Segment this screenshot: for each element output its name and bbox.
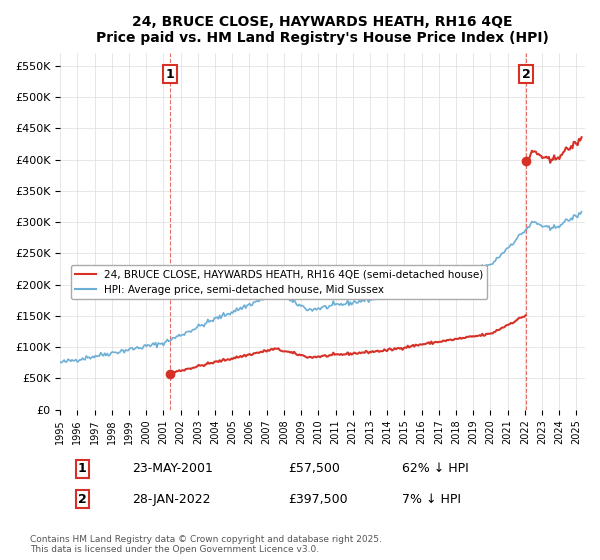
- Text: 23-MAY-2001: 23-MAY-2001: [132, 462, 213, 475]
- Text: 28-JAN-2022: 28-JAN-2022: [132, 493, 211, 506]
- Text: Contains HM Land Registry data © Crown copyright and database right 2025.
This d: Contains HM Land Registry data © Crown c…: [30, 535, 382, 554]
- Text: 1: 1: [78, 462, 87, 475]
- Text: 7% ↓ HPI: 7% ↓ HPI: [402, 493, 461, 506]
- Text: £57,500: £57,500: [288, 462, 340, 475]
- Text: 2: 2: [78, 493, 87, 506]
- Legend: 24, BRUCE CLOSE, HAYWARDS HEATH, RH16 4QE (semi-detached house), HPI: Average pr: 24, BRUCE CLOSE, HAYWARDS HEATH, RH16 4Q…: [71, 265, 487, 298]
- Text: 2: 2: [522, 68, 530, 81]
- Text: 1: 1: [166, 68, 175, 81]
- Text: £397,500: £397,500: [288, 493, 347, 506]
- Text: 62% ↓ HPI: 62% ↓ HPI: [402, 462, 469, 475]
- Title: 24, BRUCE CLOSE, HAYWARDS HEATH, RH16 4QE
Price paid vs. HM Land Registry's Hous: 24, BRUCE CLOSE, HAYWARDS HEATH, RH16 4Q…: [96, 15, 549, 45]
